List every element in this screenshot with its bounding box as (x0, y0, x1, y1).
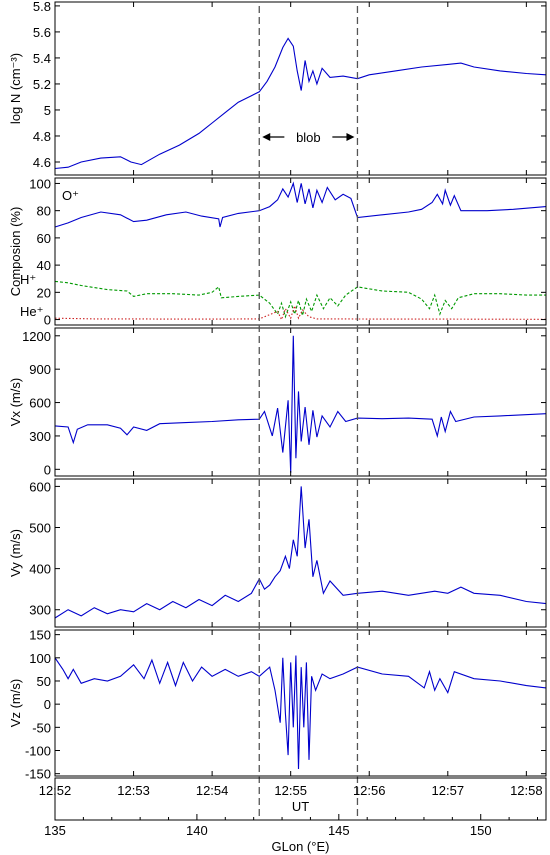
x-tick-label-ut: 12:53 (117, 783, 150, 798)
vx-plot-frame (54, 327, 547, 477)
panel-density: 4.6 4.8 5 5.2 5.4 5.6 5.8 log N (cm⁻³) (8, 0, 547, 176)
composition-y-axis-title: Composion (%) (8, 207, 23, 297)
density-y-tick-label: 5.4 (33, 51, 51, 66)
composition-y-tick-label: 0 (44, 313, 51, 328)
vz-y-tick-label: 100 (29, 651, 51, 666)
vx-y-tick-label: 300 (29, 429, 51, 444)
vz-plot-frame (54, 629, 547, 777)
vy-y-tick-label: 600 (29, 479, 51, 494)
panel-vz: -150 -100 -50 0 50 100 150 Vz (m/s) (8, 628, 547, 782)
vy-y-axis-title: Vy (m/s) (8, 529, 23, 577)
vz-y-tick-label: 150 (29, 628, 51, 643)
blob-label: blob (296, 130, 321, 145)
series-label-he-plus: He⁺ (20, 304, 43, 319)
blob-arrowhead-left (262, 133, 271, 141)
vx-y-axis-title: Vx (m/s) (8, 378, 23, 426)
density-y-tick-label: 5.2 (33, 77, 51, 92)
glon-axis-frame (54, 777, 547, 821)
bottom-axes: UT GLon (°E) 12:52 12:53 12:54 12:55 12:56 12… (39, 777, 547, 854)
composition-y-tick-label: 100 (29, 176, 51, 191)
vx-y-tick-label: 1200 (22, 329, 51, 344)
vx-y-tick-label: 600 (29, 396, 51, 411)
composition-series-line-2 (54, 304, 547, 322)
x-axis-title-glon: GLon (°E) (272, 839, 330, 854)
x-tick-label-ut: 12:57 (432, 783, 465, 798)
density-y-tick-label: 5 (44, 103, 51, 118)
series-label-o-plus: O⁺ (62, 188, 79, 203)
density-y-tick-label: 5.8 (33, 0, 51, 14)
panel-vy: 300 400 500 600 Vy (m/s) (8, 478, 547, 628)
x-tick-label-ut: 12:54 (196, 783, 229, 798)
panel-vx: 0 300 600 900 1200 Vx (m/s) (8, 327, 547, 477)
density-plot-frame (54, 1, 547, 176)
vz-y-tick-label: -150 (25, 767, 51, 782)
glon-tick-label: 135 (44, 823, 66, 838)
vz-y-tick-label: 0 (44, 697, 51, 712)
vx-y-tick-label: 0 (44, 462, 51, 477)
x-tick-label-ut: 12:58 (510, 783, 543, 798)
vx-y-tick-label: 900 (29, 362, 51, 377)
glon-tick-label: 145 (328, 823, 350, 838)
density-y-tick-label: 5.6 (33, 25, 51, 40)
composition-y-tick-label: 20 (37, 285, 51, 300)
composition-plot-frame (54, 177, 547, 326)
vz-series-line-0 (54, 655, 547, 770)
blob-arrowhead-right (346, 133, 355, 141)
glon-tick-label: 140 (186, 823, 208, 838)
composition-y-tick-label: 60 (37, 231, 51, 246)
panel-composition: 0 20 40 60 80 100 Composion (%) (8, 176, 547, 328)
vz-y-tick-label: 50 (37, 674, 51, 689)
vy-y-tick-label: 400 (29, 562, 51, 577)
x-tick-label-ut: 12:55 (274, 783, 307, 798)
vz-y-tick-label: -100 (25, 744, 51, 759)
composition-series-line-0 (54, 181, 547, 228)
series-label-h-plus: H⁺ (20, 272, 36, 287)
composition-y-tick-label: 80 (37, 204, 51, 219)
density-y-tick-label: 4.6 (33, 155, 51, 170)
blob-boundary-lines (258, 6, 359, 818)
density-series-line-0 (54, 37, 547, 170)
vy-y-tick-label: 300 (29, 603, 51, 618)
vz-y-tick-label: -50 (32, 720, 51, 735)
vy-plot-frame (54, 478, 547, 628)
glon-tick-label: 150 (470, 823, 492, 838)
density-y-tick-label: 4.8 (33, 129, 51, 144)
composition-y-tick-label: 40 (37, 258, 51, 273)
density-y-axis-title: log N (cm⁻³) (8, 53, 23, 124)
vz-y-axis-title: Vz (m/s) (8, 679, 23, 727)
panels-layer: 4.6 4.8 5 5.2 5.4 5.6 5.8 log N (cm⁻³) 0 20 40 60 80… (8, 0, 547, 782)
vy-series-line-0 (54, 486, 547, 619)
x-axis-title-ut: UT (292, 799, 309, 814)
x-tick-label-ut: 12:56 (353, 783, 386, 798)
vx-series-line-0 (54, 335, 547, 473)
vy-y-tick-label: 500 (29, 521, 51, 536)
composition-series-line-1 (54, 280, 546, 319)
annotations-layer: blob O⁺ H⁺ He⁺ (20, 130, 355, 319)
